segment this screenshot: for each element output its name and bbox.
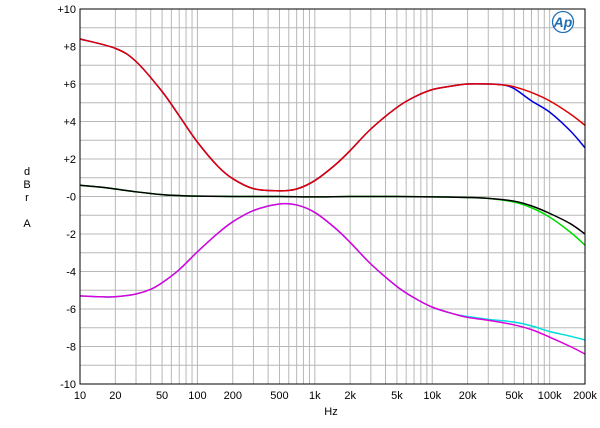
series-line: [79, 38, 586, 192]
x-tick-label: 50: [156, 390, 168, 402]
x-tick-labels: 10 20 50 100 200 500 1k 2k 5k 10k 20k 50k 100k 200k: [74, 390, 598, 402]
x-tick-label: 1k: [309, 390, 321, 402]
y-tick-label: +8: [63, 42, 76, 54]
y-tick-label: -10: [60, 379, 76, 391]
y-tick-label: -0: [66, 192, 76, 204]
y-axis-label: dBr A: [23, 166, 31, 230]
x-tick-label: 10: [74, 390, 86, 402]
y-tick-label: -4: [66, 267, 76, 279]
series-line: [79, 184, 586, 235]
y-tick-label: -2: [66, 229, 76, 241]
x-tick-label: 500: [270, 390, 288, 402]
x-tick-label: 200k: [573, 390, 597, 402]
x-tick-label: 20k: [459, 390, 477, 402]
x-tick-label: 5k: [391, 390, 403, 402]
y-tick-label: +4: [63, 117, 76, 129]
x-tick-label: 200: [224, 390, 242, 402]
y-axis-label-char: A: [23, 218, 31, 230]
x-tick-label: 100: [188, 390, 206, 402]
y-tick-label: -8: [66, 342, 76, 354]
y-axis-label-char: r: [25, 192, 29, 204]
series-lines: [79, 38, 586, 355]
x-axis-label: Hz: [324, 406, 337, 418]
y-axis-label-char: B: [23, 179, 30, 191]
y-tick-labels: +10 +8 +6 +4 +2 -0 -2 -4 -6 -8 -10: [57, 4, 76, 391]
x-tick-label: 2k: [344, 390, 356, 402]
y-tick-label: -6: [66, 304, 76, 316]
ap-logo-text: Ap: [553, 14, 573, 30]
x-tick-label: 100k: [538, 390, 562, 402]
y-tick-label: +10: [57, 4, 76, 16]
x-tick-label: 20: [109, 390, 121, 402]
ap-logo-ring: [551, 10, 575, 34]
y-tick-label: +2: [63, 154, 76, 166]
series-line: [79, 202, 586, 355]
plot-frame: [79, 8, 586, 385]
y-tick-label: +6: [63, 79, 76, 91]
x-tick-label: 10k: [423, 390, 441, 402]
x-tick-label: 50k: [505, 390, 523, 402]
ap-logo: Ap: [551, 10, 575, 34]
y-axis-label-char: d: [24, 166, 30, 178]
